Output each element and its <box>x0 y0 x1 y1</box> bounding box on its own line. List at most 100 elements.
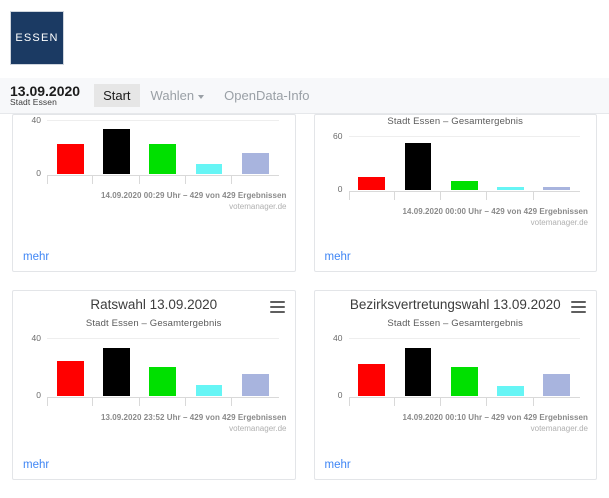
x-tick-SPD <box>348 397 396 407</box>
x-tick-FDP <box>487 191 534 201</box>
bar-CDU[interactable] <box>103 347 130 397</box>
bar-cell <box>349 135 395 191</box>
x-tick-GRUENE <box>441 397 488 407</box>
card-top-left[interactable]: Stadt Essen – Gesamtergebnis 40 0 14.09.… <box>12 114 296 272</box>
card-bottom-right-plot: 40 0 <box>323 333 589 407</box>
essen-logo[interactable]: ESSEN <box>10 11 64 65</box>
x-tick-SPD <box>348 191 396 201</box>
card-top-right-more-link[interactable]: mehr <box>324 251 351 263</box>
card-bottom-right-more-link[interactable]: mehr <box>324 459 351 471</box>
y-tick-bottom: 0 <box>36 390 41 401</box>
gridline <box>47 120 279 121</box>
bar-SPD[interactable] <box>56 361 84 397</box>
bar-series <box>349 135 581 191</box>
bar-CDU[interactable] <box>103 128 130 174</box>
y-tick-bottom: 0 <box>36 168 41 178</box>
bar-cell <box>47 119 93 174</box>
bar-cell <box>232 119 278 174</box>
menu-bar <box>571 301 586 303</box>
bar-cell <box>534 337 580 397</box>
card-top-right[interactable]: Oberbürgermeisters/in 13.09.2020 Stadt E… <box>313 114 597 272</box>
logo-label: ESSEN <box>15 32 59 44</box>
card-bottom-right-title: Bezirksvertretungswahl 13.09.2020 <box>349 297 561 312</box>
bar-cell <box>93 337 139 397</box>
x-tick-GRUENE <box>140 397 187 407</box>
bar-GRUENE[interactable] <box>149 366 177 397</box>
bar-Sonstige[interactable] <box>241 153 269 174</box>
bar-GRUENE[interactable] <box>450 366 478 397</box>
card-grid: Stadt Essen – Gesamtergebnis 40 0 14.09.… <box>0 114 609 498</box>
bar-CDU[interactable] <box>404 347 432 397</box>
x-tick-SPD <box>47 175 94 185</box>
menu-bar <box>571 306 586 308</box>
x-tick-CDU <box>93 397 140 407</box>
bar-SPD[interactable] <box>358 176 386 191</box>
card-bottom-right-subtitle: Stadt Essen – Gesamtergebnis <box>387 318 524 330</box>
card-top-right-plot: 60 0 <box>323 131 589 201</box>
bar-cell <box>140 119 186 174</box>
hamburger-menu-icon[interactable] <box>269 301 285 313</box>
brand-subtitle: Stadt Essen <box>10 97 57 108</box>
gridline <box>348 136 580 138</box>
bar-CDU[interactable] <box>404 142 432 191</box>
bar-Sonstige[interactable] <box>543 374 571 397</box>
bar-cell <box>441 135 487 191</box>
bar-cell <box>47 337 93 397</box>
bar-cell <box>186 337 232 397</box>
card-bottom-left-title: Ratswahl 13.09.2020 <box>90 297 218 312</box>
x-tick-Sonstige <box>232 397 278 407</box>
bar-SPD[interactable] <box>56 143 84 174</box>
bar-Sonstige[interactable] <box>241 374 269 397</box>
x-axis <box>348 191 581 201</box>
bar-GRUENE[interactable] <box>149 143 177 174</box>
brand-date: 13.09.2020 <box>10 82 81 99</box>
bar-GRUENE[interactable] <box>450 181 478 191</box>
y-tick-bottom: 0 <box>337 184 343 195</box>
bar-FDP[interactable] <box>497 186 524 191</box>
x-tick-Sonstige <box>232 175 278 185</box>
bar-cell <box>232 337 278 397</box>
card-bottom-right-credit: votemanager.de <box>530 424 588 434</box>
bar-cell <box>441 337 487 397</box>
card-top-left-more-link[interactable]: mehr <box>23 251 50 263</box>
card-top-right-credit: votemanager.de <box>530 218 588 228</box>
bar-cell <box>140 337 186 397</box>
card-bottom-right[interactable]: Bezirksvertretungswahl 13.09.2020 Stadt … <box>313 290 597 480</box>
x-tick-SPD <box>47 397 94 407</box>
x-tick-GRUENE <box>441 191 488 201</box>
card-top-right-footnote: 14.09.2020 00:00 Uhr – 429 von 429 Ergeb… <box>402 207 588 217</box>
nav-item-start[interactable]: Start <box>94 84 140 107</box>
card-top-left-plot: 40 0 <box>21 115 287 185</box>
bar-cell <box>487 337 533 397</box>
nav-item-opendata-info[interactable]: OpenData-Info <box>215 84 318 107</box>
bar-SPD[interactable] <box>358 364 386 397</box>
bar-cell <box>487 135 533 191</box>
nav-item-wahlen[interactable]: Wahlen <box>142 84 214 107</box>
card-bottom-left-inner: Ratswahl 13.09.2020 Stadt Essen – Gesamt… <box>13 291 295 407</box>
bar-series <box>349 337 581 397</box>
hamburger-menu-icon[interactable] <box>571 301 586 313</box>
nav-item-wahlen-label: Wahlen <box>150 88 195 103</box>
card-bottom-left[interactable]: Ratswahl 13.09.2020 Stadt Essen – Gesamt… <box>12 290 296 480</box>
x-axis <box>47 175 279 185</box>
bar-FDP[interactable] <box>497 386 524 397</box>
card-bottom-right-footnote: 14.09.2020 00:10 Uhr – 429 von 429 Ergeb… <box>402 413 588 423</box>
nav-item-opendata-info-label: OpenData-Info <box>224 88 310 103</box>
card-top-left-inner: Stadt Essen – Gesamtergebnis 40 0 <box>13 115 295 185</box>
bar-FDP[interactable] <box>195 164 223 174</box>
card-bottom-left-plot: 40 0 <box>21 333 287 407</box>
menu-bar <box>571 311 586 313</box>
nav-item-start-label: Start <box>103 88 131 103</box>
bar-FDP[interactable] <box>195 384 223 397</box>
bar-Sonstige[interactable] <box>543 186 571 191</box>
x-tick-CDU <box>93 175 140 185</box>
card-top-left-footnote: 14.09.2020 00:29 Uhr – 429 von 429 Ergeb… <box>100 191 287 200</box>
card-bottom-left-more-link[interactable]: mehr <box>23 459 50 471</box>
menu-bar <box>269 306 285 308</box>
logo-band: ESSEN <box>0 0 609 78</box>
bar-cell <box>349 337 395 397</box>
y-tick-top: 40 <box>31 333 41 344</box>
chevron-down-icon <box>198 94 205 99</box>
card-bottom-left-credit: votemanager.de <box>229 424 287 434</box>
card-top-right-inner: Oberbürgermeisters/in 13.09.2020 Stadt E… <box>315 115 597 201</box>
